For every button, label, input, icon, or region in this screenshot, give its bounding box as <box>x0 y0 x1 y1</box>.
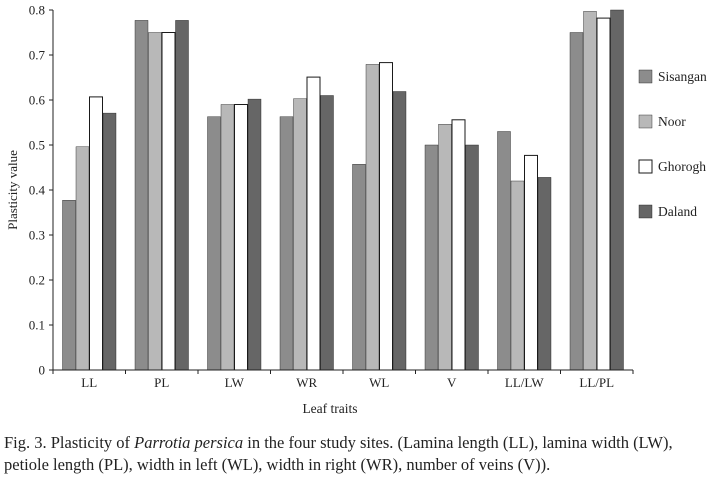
y-tick-label: 0.6 <box>29 93 46 108</box>
legend-label-sisangan: Sisangan <box>658 69 707 84</box>
caption-prefix: Fig. 3. Plasticity of <box>4 433 135 452</box>
y-tick-label: 0.8 <box>29 3 45 18</box>
x-tick-label: LW <box>225 375 245 390</box>
figure-caption: Fig. 3. Plasticity of Parrotia persica i… <box>4 432 716 476</box>
legend-swatch-sisangan <box>638 69 653 84</box>
bar-sisangan-lw <box>207 116 221 371</box>
bar-sisangan-ll-lw <box>497 131 511 371</box>
y-tick-label: 0.1 <box>29 318 45 333</box>
y-tick-label: 0.3 <box>29 228 45 243</box>
bar-chart: 0 0.1 0.2 0.3 0.4 0.5 0.6 0.7 0.8 LL PL LW WR WL V LL/… <box>5 3 707 417</box>
bar-daland-v <box>465 144 479 371</box>
y-axis-title: Plasticity value <box>5 150 20 230</box>
caption-suffix: in the four study sites. (Lamina length … <box>4 433 673 474</box>
bar-daland-ll-pl <box>610 9 624 371</box>
y-tick-label: 0 <box>39 363 46 378</box>
x-axis-title: Leaf traits <box>302 401 357 416</box>
x-axis: LL PL LW WR WL V LL/LW LL/PL <box>52 369 634 390</box>
legend-swatch-daland <box>638 204 653 219</box>
bar-ghorogh-pl <box>161 32 176 371</box>
y-axis: 0 0.1 0.2 0.3 0.4 0.5 0.6 0.7 0.8 <box>29 3 54 378</box>
y-tick-label: 0.2 <box>29 273 45 288</box>
x-tick-label: V <box>447 375 457 390</box>
bar-noor-wl <box>365 64 380 371</box>
x-tick-label: WR <box>296 375 317 390</box>
bar-noor-ll-lw <box>510 180 525 371</box>
legend-swatch-noor <box>638 114 653 129</box>
bar-noor-pl <box>148 32 162 371</box>
x-tick-label: WL <box>369 375 389 390</box>
bar-noor-ll-pl <box>583 11 597 371</box>
bar-ghorogh-ll-lw <box>524 154 538 371</box>
bar-sisangan-v <box>424 144 439 371</box>
bar-noor-wr <box>293 98 307 371</box>
bar-daland-wl <box>392 91 407 371</box>
bar-sisangan-ll <box>62 200 76 371</box>
legend: Sisangan Noor Ghorogh Daland <box>638 69 707 219</box>
x-tick-label: LL <box>81 375 97 390</box>
x-tick-label: LL/PL <box>579 375 614 390</box>
legend-label-noor: Noor <box>658 114 686 129</box>
plot-area <box>62 9 624 371</box>
bar-ghorogh-ll-pl <box>596 17 611 371</box>
bar-daland-ll-lw <box>537 177 552 371</box>
x-tick-label: LL/LW <box>505 375 544 390</box>
y-tick-label: 0.5 <box>29 138 45 153</box>
bar-sisangan-wr <box>279 116 294 371</box>
bar-daland-ll <box>102 112 117 371</box>
bar-sisangan-ll-pl <box>569 32 584 371</box>
bar-daland-wr <box>320 95 334 371</box>
bar-ghorogh-wr <box>306 76 321 371</box>
bar-sisangan-pl <box>134 20 149 371</box>
x-tick-label: PL <box>154 375 169 390</box>
bar-noor-ll <box>75 146 90 371</box>
bar-ghorogh-wl <box>379 62 393 371</box>
legend-swatch-ghorogh <box>638 159 653 174</box>
y-tick-label: 0.4 <box>29 183 46 198</box>
bar-ghorogh-lw <box>234 104 248 371</box>
bar-daland-pl <box>175 20 189 371</box>
legend-label-ghorogh: Ghorogh <box>658 159 706 174</box>
caption-species: Parrotia persica <box>134 433 244 452</box>
bar-sisangan-wl <box>352 164 366 371</box>
y-tick-label: 0.7 <box>29 48 46 63</box>
bar-daland-lw <box>247 98 262 371</box>
bar-noor-v <box>438 124 452 371</box>
legend-label-daland: Daland <box>658 204 697 219</box>
bar-ghorogh-ll <box>89 96 103 371</box>
bar-noor-lw <box>220 104 235 371</box>
bar-ghorogh-v <box>451 119 466 371</box>
